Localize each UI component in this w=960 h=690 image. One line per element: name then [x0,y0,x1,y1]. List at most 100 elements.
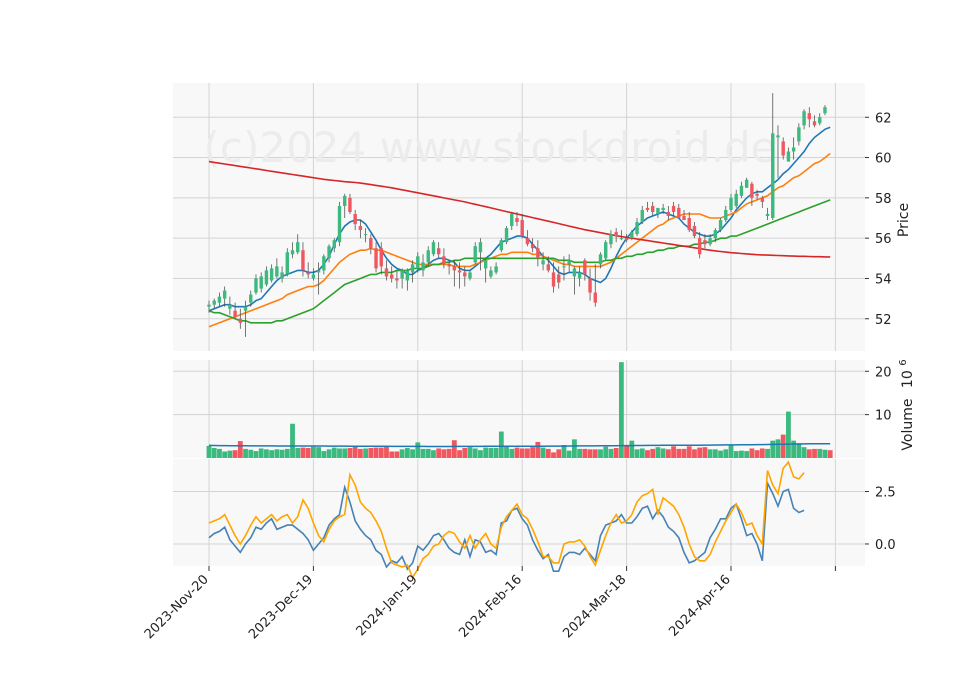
volume-bar [227,450,233,458]
candle-body [692,226,697,237]
candle-body [687,218,691,231]
candle-body [744,179,749,188]
panel-backgrounds [173,83,865,566]
candle-body [384,268,389,277]
volume-bar [211,448,217,458]
volume-bar [613,448,619,458]
volume-bar [404,448,410,458]
x-tick-label: 2024-Jan-19 [354,572,421,639]
candle-body [525,238,530,245]
volume-bar [243,448,248,458]
volume-bar [441,449,447,458]
candle-body [510,213,514,227]
volume-bar [264,449,269,458]
candle-body [557,274,561,283]
volume-bar [806,449,812,458]
volume-bar [535,441,541,458]
volume-bar [305,448,311,458]
candle-body [228,304,232,309]
volume-bar [394,451,400,458]
candle-body [729,197,733,210]
volume-average-line [208,442,831,448]
candle-body [306,272,310,275]
volume-bar [556,449,562,458]
volume-bar [248,449,254,458]
volume-bar [352,446,358,458]
x-tick-label: 2023-Dec-19 [246,572,316,642]
candle-body [640,209,644,223]
x-tick-label: 2024-Mar-18 [560,572,629,641]
candle-body [327,246,331,259]
candle-body [536,248,540,259]
volume-bar [514,447,520,458]
volume-bar [232,450,238,458]
candle-body [750,183,754,198]
candle-body [379,248,383,267]
volume-bar [791,440,797,458]
volume-axis-label: Volume [900,399,916,451]
candle-body [395,278,399,281]
volume-bar [269,450,275,458]
candle-body [546,264,550,271]
volume-bar [624,444,629,458]
volume-bar [582,448,588,458]
volume-bar [655,447,661,458]
volume-bar [504,446,509,458]
price-y-tick-label: 62 [875,111,892,126]
candle-body [577,272,582,279]
candle-body [275,266,279,277]
x-tick-label: 2023-Nov-20 [142,572,212,642]
candle-body [369,238,373,249]
candlesticks [207,93,827,337]
volume-bar [650,448,656,458]
price-axis-label: Price [896,203,912,237]
candle-body [551,272,556,287]
volume-bar [697,447,703,458]
candle-body [734,193,738,206]
volume-bar [775,439,781,458]
candle-body [259,276,263,289]
volume-bar [457,450,462,458]
candle-body [791,147,796,152]
volume-bar [822,449,828,458]
candle-body [567,260,571,265]
volume-bar [399,449,405,458]
volume-bar [618,362,624,458]
volume-bar [765,448,770,458]
volume-bar [817,448,823,458]
candle-body [332,240,336,249]
candle-body [703,240,707,245]
volume-bar [629,440,635,458]
candle-body [645,207,650,210]
volume-bar [786,411,791,458]
candle-body [436,248,441,255]
candle-body [760,197,765,202]
candle-body [473,246,477,263]
ma-line-sma-slow [208,199,831,324]
volume-bar [692,449,697,458]
candle-body [280,272,284,279]
candle-body [724,209,728,221]
candle-body [337,205,342,243]
volume-bar [483,447,489,458]
candle-body [290,250,295,255]
candle-body [238,318,243,323]
candle-body [212,300,216,305]
candle-body [390,274,394,279]
volume-exponent: 6 [898,359,909,365]
candle-body [243,306,248,311]
candle-body [499,240,504,251]
volume-bars [206,362,833,458]
volume-bar [712,449,718,458]
candle-body [483,260,488,269]
volume-bar [759,448,765,458]
volume-bar [357,448,363,458]
candle-body [630,232,634,239]
volume-bar [509,448,515,458]
volume-average-path [208,442,831,448]
volume-bar [665,449,671,458]
volume-bar [347,448,353,458]
candle-body [614,232,618,237]
candle-body [771,133,775,219]
